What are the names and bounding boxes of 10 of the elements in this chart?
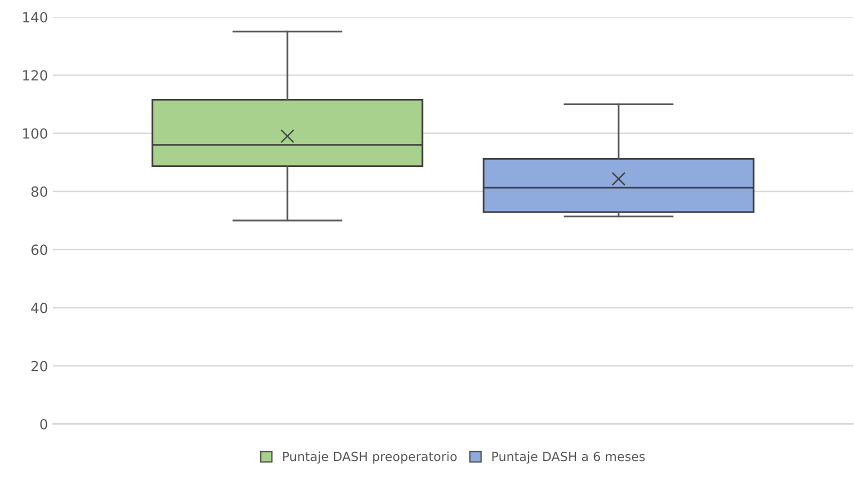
- legend-label: Puntaje DASH a 6 meses: [492, 452, 645, 464]
- y-tick-label: 80: [31, 186, 48, 197]
- y-tick-label: 20: [31, 360, 48, 372]
- y-tick-label: 120: [23, 70, 48, 81]
- legend-label: Puntaje DASH preoperatorio: [283, 452, 457, 464]
- y-tick-label: 100: [23, 128, 48, 139]
- y-tick-label: 40: [31, 302, 48, 314]
- y-tick-label: 60: [31, 244, 48, 256]
- y-tick-label: 140: [23, 12, 48, 22]
- y-tick-label: 0: [40, 418, 48, 430]
